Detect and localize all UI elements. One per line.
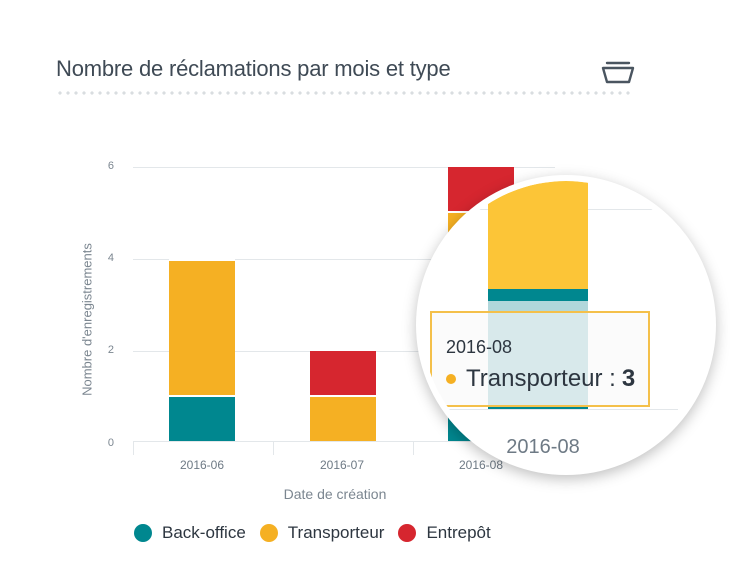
legend-dot-icon <box>398 524 417 542</box>
bar-segment-transporteur[interactable] <box>310 395 376 441</box>
tooltip-row: Transporteur : 3 <box>446 365 635 393</box>
tooltip: 2016-08 Transporteur : 3 <box>430 311 650 407</box>
tray-icon[interactable] <box>601 60 635 84</box>
bar-2016-07[interactable] <box>310 351 376 441</box>
chart-legend: Back-office Transporteur Entrepôt <box>134 523 505 543</box>
bar-segment-transporteur[interactable] <box>169 259 235 397</box>
gridline <box>133 259 555 260</box>
magnifier-lens: 2016-08 Transporteur : 3 2016-08 <box>416 175 716 475</box>
bar-segment-entrepot[interactable] <box>310 351 376 397</box>
x-tick-label: 2016-07 <box>319 458 365 472</box>
y-tick: 6 <box>107 160 114 172</box>
bar-segment-back-office[interactable] <box>169 395 235 441</box>
lens-bar-segment-transporteur <box>488 226 588 290</box>
tooltip-series-label: Transporteur : <box>466 365 616 392</box>
legend-dot-icon <box>134 524 152 542</box>
x-tick-label: 2016-08 <box>458 458 504 472</box>
legend-item-entrepot[interactable]: Entrepôt <box>398 523 491 543</box>
y-tick: 0 <box>107 437 114 449</box>
title-divider <box>56 91 634 95</box>
gridline <box>133 167 555 168</box>
lens-bar-segment-transporteur <box>488 181 588 226</box>
x-tick-mark <box>413 441 414 455</box>
bar-2016-06[interactable] <box>169 259 235 441</box>
chart-title: Nombre de réclamations par mois et type <box>56 56 451 81</box>
legend-dot-icon <box>259 524 278 542</box>
y-tick: 4 <box>107 252 114 264</box>
tooltip-series-dot-icon <box>446 374 456 384</box>
legend-label: Back-office <box>162 523 246 542</box>
legend-item-back-office[interactable]: Back-office <box>134 523 246 543</box>
y-axis-label: Nombre d'enregistrements <box>79 243 95 396</box>
y-tick: 2 <box>107 344 114 356</box>
legend-item-transporteur[interactable]: Transporteur <box>259 523 385 543</box>
x-axis <box>133 441 555 442</box>
lens-x-axis <box>438 409 678 410</box>
x-tick-mark <box>273 441 274 455</box>
tooltip-value: 3 <box>621 365 636 392</box>
x-tick-mark <box>133 441 134 455</box>
x-axis-label: Date de création <box>283 486 387 502</box>
legend-label: Entrepôt <box>426 523 491 542</box>
lens-x-tick-label: 2016-08 <box>506 436 580 458</box>
legend-label: Transporteur <box>287 523 385 542</box>
tooltip-date: 2016-08 <box>446 337 513 357</box>
x-tick-label: 2016-06 <box>179 458 225 472</box>
